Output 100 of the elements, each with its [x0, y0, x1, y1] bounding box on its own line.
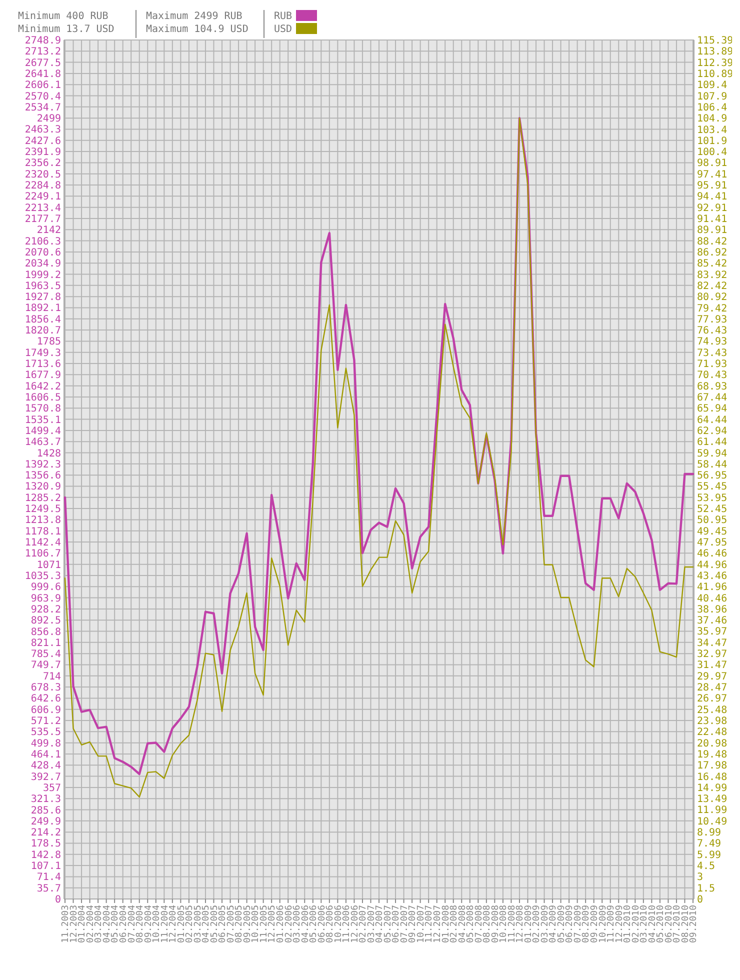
text: Minimum 400 RUB — [18, 11, 108, 22]
y2-tick-label: 29.97 — [697, 671, 728, 682]
y2-tick-label: 61.44 — [697, 437, 728, 448]
x-tick-label: 10.2005 — [251, 905, 262, 943]
y-tick-label: 642.6 — [30, 694, 61, 705]
y-tick-label: 2534.7 — [24, 102, 61, 114]
x-tick-label: 05.2007 — [383, 905, 394, 943]
x-tick-label: 05.2004 — [110, 905, 121, 943]
x-tick-label: 12.2009 — [614, 905, 625, 943]
y2-tick-label: 10.49 — [697, 816, 728, 828]
x-tick-label: 11.2003 — [61, 905, 72, 943]
y-tick-label: 856.8 — [30, 626, 61, 638]
y2-tick-label: 46.46 — [697, 548, 728, 560]
y2-tick-label: 62.94 — [697, 426, 728, 437]
x-tick-label: 11.2004 — [160, 905, 170, 943]
y-tick-label: 999.6 — [30, 582, 61, 594]
y-tick-label: 1035.3 — [24, 570, 61, 582]
x-tick-label: 02.2005 — [185, 905, 196, 943]
y-tick-label: 1249.5 — [24, 504, 61, 516]
x-tick-label: 08.2010 — [680, 905, 691, 943]
y-tick-label: 0 — [54, 894, 61, 906]
y-tick-label: 1356.6 — [24, 470, 61, 482]
y2-tick-label: 91.41 — [697, 214, 728, 226]
text: Maximum 2499 RUB — [146, 11, 242, 22]
y2-tick-label: 67.44 — [697, 392, 728, 404]
y2-tick-label: 89.91 — [697, 225, 728, 236]
x-tick-label: 09.2005 — [242, 905, 253, 943]
x-tick-label: 04.2004 — [102, 905, 112, 943]
y-tick-label: 357 — [42, 782, 61, 794]
x-tick-label: 02.2009 — [532, 905, 542, 943]
x-tick-label: 09.2008 — [490, 905, 501, 943]
y-tick-label: 499.8 — [30, 738, 61, 750]
y-tick-label: 535.5 — [30, 727, 61, 738]
y2-tick-label: 47.95 — [697, 538, 728, 549]
y-tick-label: 785.4 — [30, 649, 61, 660]
y-tick-label: 749.7 — [30, 660, 61, 672]
y2-tick-label: 82.42 — [697, 280, 728, 292]
y2-tick-label: 11.99 — [697, 805, 728, 816]
y2-tick-label: 16.48 — [697, 772, 728, 783]
y-tick-label: 2713.2 — [24, 46, 61, 58]
y2-tick-label: 22.48 — [697, 727, 728, 738]
y-tick-label: 1499.4 — [24, 426, 61, 437]
x-tick-label: 11.2005 — [259, 905, 270, 943]
y2-tick-label: 19.48 — [697, 749, 728, 760]
x-tick-label: 10.2006 — [334, 905, 344, 943]
y2-tick-label: 79.42 — [697, 303, 728, 314]
y-tick-label: 2391.9 — [24, 147, 61, 158]
y2-tick-label: 77.93 — [697, 314, 728, 326]
x-tick-label: 02.2010 — [631, 905, 642, 943]
y-tick-label: 892.5 — [30, 616, 61, 627]
y2-tick-label: 52.45 — [697, 504, 728, 516]
x-tick-label: 03.2009 — [540, 905, 550, 943]
y-tick-label: 2177.7 — [24, 214, 61, 225]
x-tick-label: 03.2010 — [640, 905, 650, 943]
y2-tick-label: 92.91 — [697, 202, 728, 214]
y2-tick-label: 53.95 — [697, 492, 728, 504]
y-tick-label: 928.2 — [30, 604, 61, 616]
y2-tick-label: 41.96 — [697, 582, 728, 594]
x-tick-label: 03.2005 — [193, 905, 204, 943]
legend-label: USD — [274, 24, 292, 35]
x-tick-label: 01.2006 — [276, 905, 286, 943]
x-tick-label: 01.2009 — [524, 905, 534, 943]
y2-tick-label: 7.49 — [697, 838, 722, 850]
x-tick-label: 12.2008 — [516, 905, 526, 943]
x-tick-label: 07.2010 — [672, 905, 683, 943]
x-tick-label: 02.2007 — [358, 905, 369, 943]
x-tick-label: 09.2010 — [689, 905, 700, 943]
x-tick-label: 08.2006 — [326, 905, 336, 943]
y2-tick-label: 106.4 — [697, 102, 728, 114]
x-tick-label: 12.2004 — [168, 905, 179, 943]
y-tick-label: 1785 — [36, 336, 61, 348]
x-tick-label: 05.2008 — [466, 905, 476, 943]
y2-tick-label: 25.48 — [697, 704, 728, 716]
y-tick-label: 1677.9 — [24, 370, 61, 382]
y-tick-label: 464.1 — [30, 749, 61, 760]
x-tick-label: 06.2007 — [392, 905, 402, 943]
y2-tick-label: 0 — [697, 894, 704, 906]
y-tick-label: 2748.9 — [24, 36, 61, 46]
y-tick-label: 2070.6 — [24, 247, 61, 258]
y2-tick-label: 115.39 — [697, 36, 734, 46]
x-tick-label: 12.2005 — [268, 905, 278, 943]
y-tick-label: 392.7 — [30, 772, 61, 783]
x-tick-label: 10.2008 — [499, 905, 510, 943]
y-tick-label: 1142.4 — [24, 538, 61, 549]
x-tick-label: 01.2004 — [78, 905, 88, 943]
y2-tick-label: 31.47 — [697, 660, 728, 672]
y-tick-label: 1749.3 — [24, 348, 61, 359]
y2-tick-label: 35.97 — [697, 626, 728, 638]
y2-tick-label: 64.44 — [697, 414, 728, 426]
y-tick-label: 1428 — [36, 448, 61, 460]
y2-tick-label: 104.9 — [697, 114, 728, 125]
y2-tick-label: 88.42 — [697, 236, 728, 248]
x-tick-label: 01.2005 — [176, 905, 187, 943]
y2-tick-label: 34.47 — [697, 638, 728, 649]
x-tick-label: 09.2004 — [144, 905, 154, 943]
y-tick-label: 428.4 — [30, 760, 61, 772]
x-tick-label: 11.2006 — [342, 905, 352, 943]
y2-tick-label: 83.92 — [697, 270, 728, 281]
y-tick-label: 1892.1 — [24, 303, 61, 314]
x-tick-label: 04.2007 — [375, 905, 386, 943]
